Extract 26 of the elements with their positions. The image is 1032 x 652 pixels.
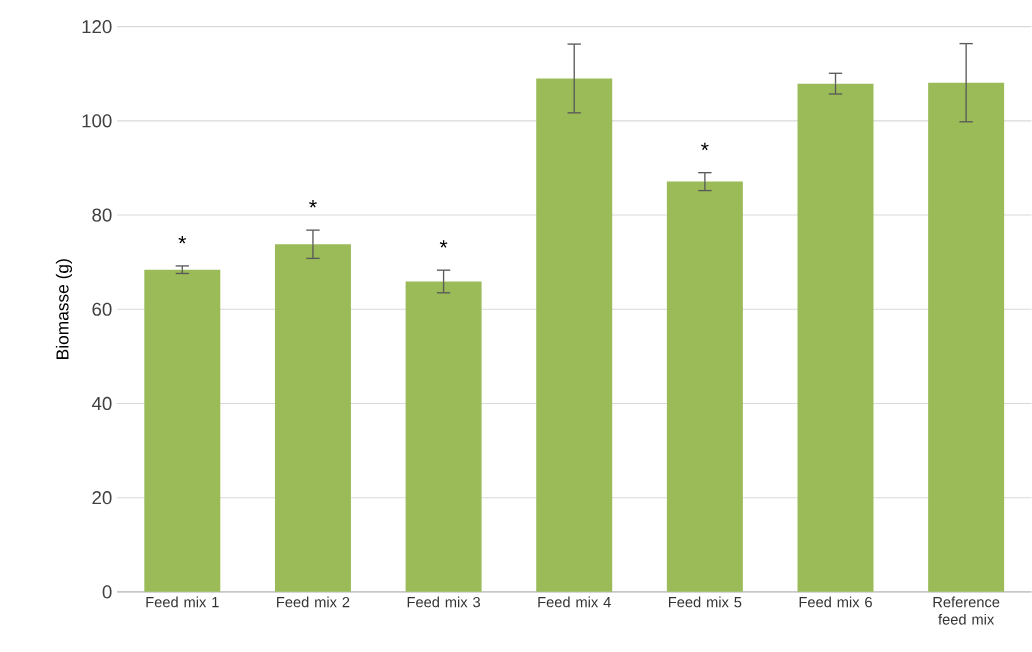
y-axis-title: Biomasse (g) bbox=[55, 259, 73, 359]
bar bbox=[797, 83, 874, 592]
annotation: * bbox=[178, 235, 187, 244]
bar bbox=[274, 244, 351, 592]
y-tick-label: 60 bbox=[92, 302, 112, 316]
y-tick-label: 80 bbox=[92, 208, 112, 222]
x-tick-label: Feed mix 1 bbox=[146, 596, 219, 608]
y-tick-label: 0 bbox=[102, 585, 112, 599]
x-tick-label: Feed mix 6 bbox=[799, 596, 872, 608]
bar bbox=[144, 269, 221, 592]
bar bbox=[405, 281, 482, 592]
bar bbox=[536, 78, 613, 592]
bar bbox=[928, 82, 1005, 592]
x-tick-label: Feed mix 2 bbox=[277, 596, 350, 608]
x-tick-label: Feed mix 4 bbox=[538, 596, 611, 608]
annotation: * bbox=[701, 142, 709, 151]
x-tick-label: Reference feed mix bbox=[933, 596, 1000, 625]
annotation: * bbox=[439, 240, 448, 248]
annotation: * bbox=[309, 200, 317, 208]
y-tick-label: 40 bbox=[91, 396, 112, 411]
bar bbox=[666, 181, 743, 592]
y-tick-label: 20 bbox=[92, 491, 112, 505]
x-tick-label: Feed mix 5 bbox=[669, 596, 742, 608]
y-tick-label: 100 bbox=[82, 114, 112, 128]
y-tick-label: 120 bbox=[82, 20, 112, 34]
x-tick-label: Feed mix 3 bbox=[407, 596, 481, 608]
